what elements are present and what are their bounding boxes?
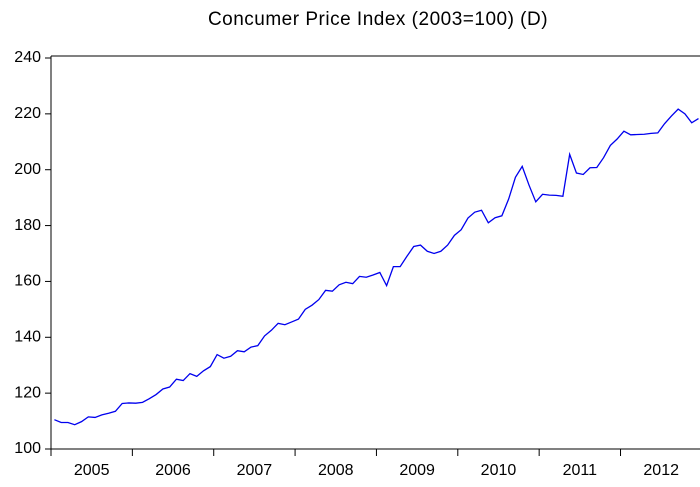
y-tick-label: 220	[14, 105, 41, 122]
y-tick-label: 140	[14, 329, 41, 346]
y-tick-label: 160	[14, 273, 41, 290]
y-tick-label: 200	[14, 161, 41, 178]
y-tick-label: 240	[14, 49, 41, 66]
data-line	[54, 108, 699, 426]
y-tick-label: 100	[14, 440, 41, 457]
x-tick-label: 2005	[74, 462, 110, 479]
x-tick-label: 2006	[155, 462, 191, 479]
x-tick-label: 2010	[481, 462, 517, 479]
x-tick-label: 2012	[643, 462, 679, 479]
y-tick-label: 120	[14, 384, 41, 401]
x-tick-label: 2009	[399, 462, 435, 479]
x-tick-label: 2008	[318, 462, 354, 479]
chart-title: Concumer Price Index (2003=100) (D)	[208, 9, 548, 30]
y-tick-label: 180	[14, 217, 41, 234]
x-tick-label: 2011	[563, 462, 598, 479]
x-tick-label: 2007	[237, 462, 273, 479]
